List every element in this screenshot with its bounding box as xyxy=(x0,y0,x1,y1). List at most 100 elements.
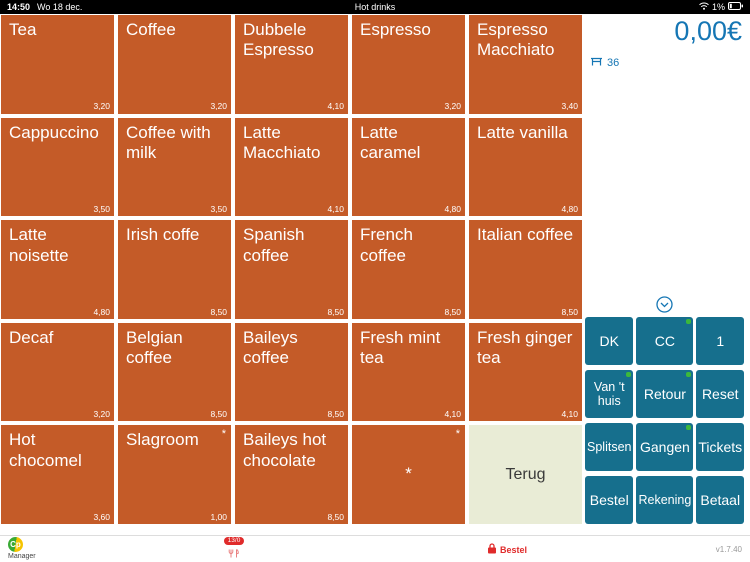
product-tile-latte-macchiato[interactable]: Latte Macchiato 4,10 xyxy=(235,117,348,217)
product-name: Tea xyxy=(9,20,37,39)
status-left: 14:50 Wo 18 dec. xyxy=(7,2,82,12)
product-name: Espresso xyxy=(360,20,431,39)
panel-button-label: Reset xyxy=(701,385,739,402)
product-name: Spanish coffee xyxy=(243,225,305,265)
back-button[interactable]: Terug xyxy=(469,425,582,524)
product-price: 3,20 xyxy=(93,409,110,420)
tile-marker: * xyxy=(221,428,226,441)
product-price: 4,80 xyxy=(444,204,461,214)
product-tile-tea[interactable]: Tea 3,20 xyxy=(1,15,114,114)
panel-button-label: CC xyxy=(654,332,676,349)
product-tile-italian-coffee[interactable]: Italian coffee 8,50 xyxy=(469,220,582,319)
status-right: 1% xyxy=(699,2,743,12)
product-name: Terug xyxy=(505,466,546,484)
panel-button-label: Betaal xyxy=(700,491,741,508)
table-info: 36 xyxy=(590,56,744,69)
panel-button-cc[interactable]: CC xyxy=(636,317,694,365)
product-tile-slagroom[interactable]: Slagroom * 1,00 xyxy=(118,425,231,524)
product-tile-spanish-coffee[interactable]: Spanish coffee 8,50 xyxy=(235,220,348,319)
product-price: 3,50 xyxy=(210,204,227,214)
product-price: 4,80 xyxy=(561,204,578,214)
panel-button-gangen[interactable]: Gangen xyxy=(636,423,694,471)
product-name: Espresso Macchiato xyxy=(477,20,555,60)
badge-dot xyxy=(686,319,692,324)
product-tile-espresso-macchiato[interactable]: Espresso Macchiato 3,40 xyxy=(469,15,582,114)
product-price: 8,50 xyxy=(444,306,461,317)
product-name: Coffee xyxy=(126,20,176,39)
battery-percent: 1% xyxy=(711,2,725,12)
wifi-icon xyxy=(699,2,709,12)
product-name: * xyxy=(405,464,412,484)
product-tile-irish-coffe[interactable]: Irish coffe 8,50 xyxy=(118,220,231,319)
panel-button-1[interactable]: 1 xyxy=(696,317,745,365)
panel-button-tickets[interactable]: Tickets xyxy=(696,423,745,471)
bottom-bar: Cp Manager 13/0 Tafels Bestel v1.7.40 xyxy=(0,535,750,562)
product-name: Irish coffe xyxy=(126,225,200,245)
product-price: 4,10 xyxy=(561,409,578,420)
tables-badge: 13/0 xyxy=(223,537,245,545)
product-tile-latte-caramel[interactable]: Latte caramel 4,80 xyxy=(352,117,465,217)
product-tile-coffee-with-milk[interactable]: Coffee with milk 3,50 xyxy=(118,117,231,217)
product-tile-latte-vanilla[interactable]: Latte vanilla 4,80 xyxy=(469,117,582,217)
panel-button-label: Gangen xyxy=(639,438,690,455)
product-name: Baileys coffee xyxy=(243,327,298,368)
product-tile-espresso[interactable]: Espresso 3,20 xyxy=(352,15,465,114)
product-tile-dubbele-espresso[interactable]: Dubbele Espresso 4,10 xyxy=(235,15,348,114)
tables-tab[interactable]: 13/0 Tafels xyxy=(212,536,256,562)
product-tile-french-coffee[interactable]: French coffee 8,50 xyxy=(352,220,465,319)
product-name: Latte Macchiato xyxy=(243,122,321,162)
panel-button-van-t-huis[interactable]: Van 't huis xyxy=(585,370,634,418)
badge-dot xyxy=(626,372,632,377)
product-price: 3,50 xyxy=(93,204,110,214)
manager-label: Manager xyxy=(8,553,36,560)
order-panel: 0,00€ 36 DK CC 1 Van 't huis Retour Reset Spli… xyxy=(583,14,750,535)
product-tile-baileys-coffee[interactable]: Baileys coffee 8,50 xyxy=(235,322,348,422)
status-bar: 14:50 Wo 18 dec. Hot drinks 1% xyxy=(0,0,750,14)
manager-menu[interactable]: Cp Manager xyxy=(8,537,36,560)
order-total: 0,00€ xyxy=(674,16,742,46)
product-tile-fresh-ginger-tea[interactable]: Fresh ginger tea 4,10 xyxy=(469,322,582,422)
product-name: Coffee with milk xyxy=(126,122,211,162)
panel-button-splitsen[interactable]: Splitsen xyxy=(585,423,634,471)
product-tile-fresh-mint-tea[interactable]: Fresh mint tea 4,10 xyxy=(352,322,465,422)
product-name: Baileys hot chocolate xyxy=(243,430,327,470)
product-tile-hot-chocomel[interactable]: Hot chocomel 3,60 xyxy=(1,425,114,524)
product-price: 8,50 xyxy=(561,306,578,317)
product-price: 4,10 xyxy=(327,204,344,214)
panel-spacer xyxy=(585,69,744,296)
lock-icon xyxy=(487,541,497,559)
function-button-grid: DK CC 1 Van 't huis Retour Reset Splitsen Gange… xyxy=(585,317,745,524)
panel-button-bestel[interactable]: Bestel xyxy=(585,476,634,524)
product-tile-decaf[interactable]: Decaf 3,20 xyxy=(1,322,114,422)
product-tile-belgian-coffee[interactable]: Belgian coffee 8,50 xyxy=(118,322,231,422)
product-name: Belgian coffee xyxy=(126,327,183,368)
order-lock-status[interactable]: Bestel xyxy=(487,536,527,562)
product-name: Italian coffee xyxy=(477,225,574,245)
product-price: 8,50 xyxy=(327,409,344,420)
panel-button-reset[interactable]: Reset xyxy=(696,370,745,418)
product-price: 8,50 xyxy=(327,306,344,317)
product-tile-coffee[interactable]: Coffee 3,20 xyxy=(118,15,231,114)
panel-button-label: Tickets xyxy=(698,438,743,455)
panel-button-retour[interactable]: Retour xyxy=(636,370,694,418)
product-tile-latte-noisette[interactable]: Latte noisette 4,80 xyxy=(1,220,114,319)
panel-button-dk[interactable]: DK xyxy=(585,317,634,365)
chevron-down-icon[interactable] xyxy=(656,296,673,313)
panel-button-label: 1 xyxy=(716,332,725,349)
product-tile-baileys-hot-chocolate[interactable]: Baileys hot chocolate 8,50 xyxy=(235,425,348,524)
product-name: Cappuccino xyxy=(9,122,99,142)
main-area: Tea 3,20 Coffee 3,20 Dubbele Espresso 4,10 Esp… xyxy=(0,14,750,535)
panel-button-label: Retour xyxy=(643,385,686,402)
panel-button-betaal[interactable]: Betaal xyxy=(696,476,745,524)
product-name: Hot chocomel xyxy=(9,430,82,470)
table-icon xyxy=(590,56,603,69)
product-name: Latte noisette xyxy=(9,225,69,265)
panel-button-rekening[interactable]: Rekening xyxy=(636,476,694,524)
product-price: 4,80 xyxy=(93,306,110,317)
product-tile-cappuccino[interactable]: Cappuccino 3,50 xyxy=(1,117,114,217)
product-tile-asterisk[interactable]: * * xyxy=(352,425,465,524)
badge-dot xyxy=(686,372,692,377)
product-name: Fresh mint tea xyxy=(360,327,441,368)
panel-button-label: Van 't huis xyxy=(593,379,625,408)
